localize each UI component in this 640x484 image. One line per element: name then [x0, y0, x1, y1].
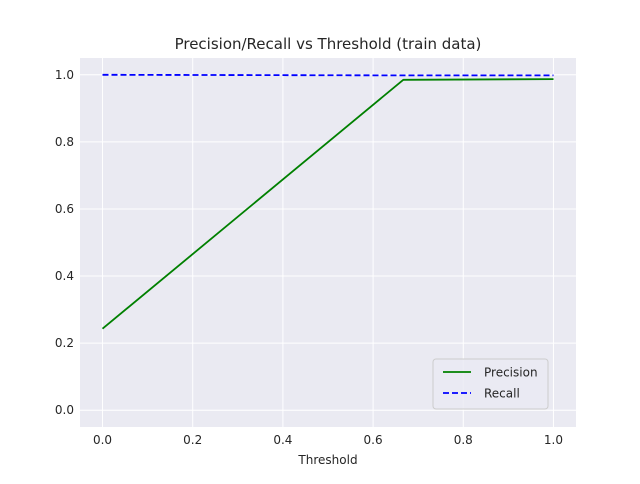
- x-tick-label: 1.0: [544, 433, 563, 447]
- x-tick-label: 0.2: [183, 433, 202, 447]
- y-tick-label: 0.0: [55, 403, 74, 417]
- legend-label-precision: Precision: [484, 366, 538, 380]
- series-line-recall: [102, 73, 554, 77]
- x-axis-label: Threshold: [297, 453, 357, 467]
- y-tick-label: 0.4: [55, 269, 74, 283]
- x-tick-label: 0.0: [93, 433, 112, 447]
- x-tick-label: 0.8: [454, 433, 473, 447]
- x-tick-label: 0.4: [273, 433, 292, 447]
- x-tick-labels: 0.0 0.2 0.4 0.6 0.8 1.0: [93, 433, 563, 447]
- y-tick-labels: 0.0 0.2 0.4 0.6 0.8 1.0: [55, 68, 74, 417]
- x-tick-label: 0.6: [364, 433, 383, 447]
- legend: Precision Recall: [432, 358, 549, 410]
- chart-title: Precision/Recall vs Threshold (train dat…: [175, 35, 482, 53]
- y-tick-label: 0.8: [55, 135, 74, 149]
- y-tick-label: 0.2: [55, 336, 74, 350]
- legend-label-recall: Recall: [484, 387, 520, 401]
- series-lines: [101, 73, 554, 330]
- series-line-precision: [101, 78, 554, 330]
- y-tick-label: 1.0: [55, 68, 74, 82]
- y-tick-label: 0.6: [55, 202, 74, 216]
